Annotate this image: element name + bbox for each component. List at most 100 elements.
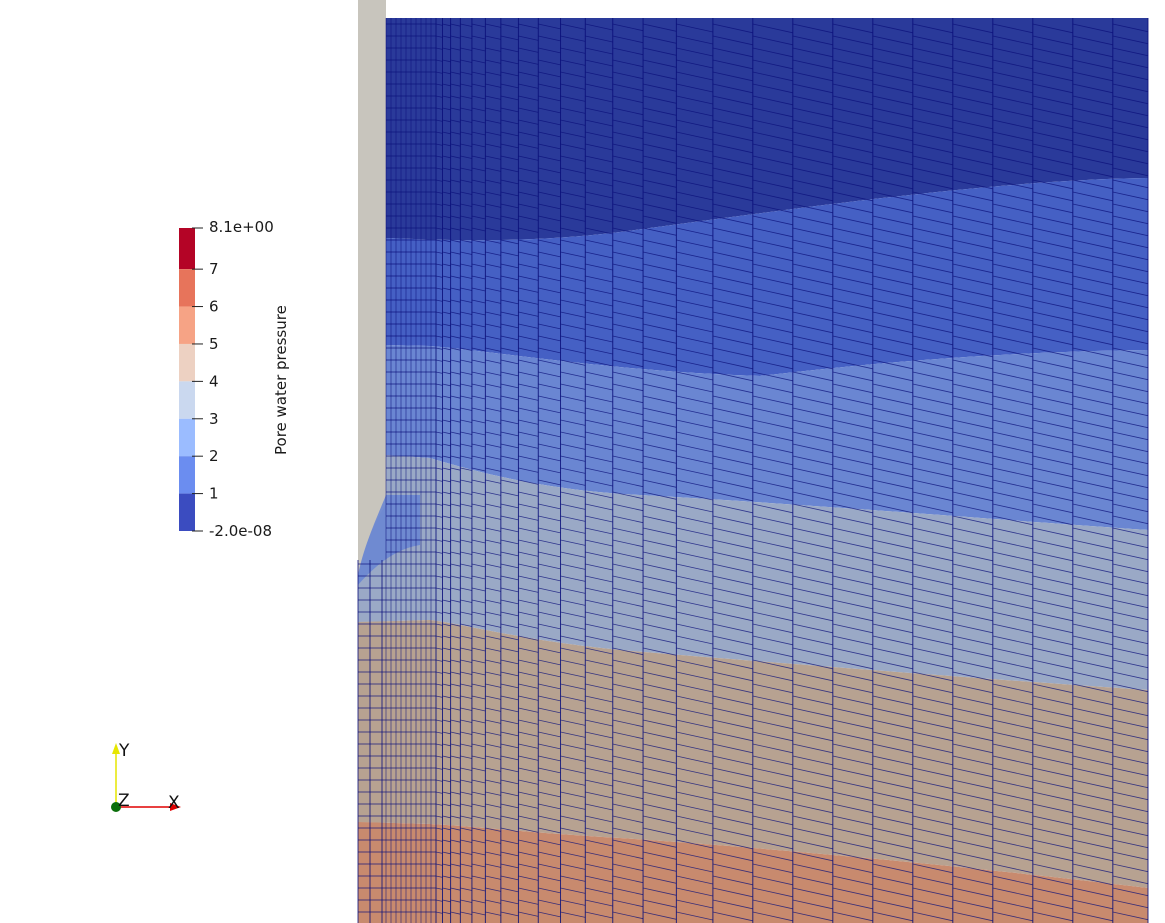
- mesh-line: [435, 503, 1149, 514]
- legend-tick-label: 5: [209, 335, 219, 353]
- mesh-line: [435, 95, 1149, 106]
- mesh-line: [435, 779, 1149, 790]
- mesh-line: [435, 155, 1149, 166]
- mesh-line: [435, 479, 1149, 490]
- mesh-line: [435, 911, 1149, 922]
- legend-tick-label: 7: [209, 260, 219, 278]
- mesh-line: [435, 695, 1149, 706]
- mesh-line: [435, 119, 1149, 130]
- mesh-line: [435, 743, 1149, 754]
- orientation-axes: Y X Z: [111, 741, 181, 813]
- mesh-line: [435, 527, 1149, 538]
- mesh-line: [435, 299, 1149, 310]
- mesh-line: [435, 659, 1149, 670]
- z-axis-dot: [111, 802, 121, 812]
- mesh-line: [435, 599, 1149, 610]
- mesh-line: [435, 431, 1149, 442]
- legend-tick-label: 4: [209, 372, 219, 390]
- mesh-line: [435, 611, 1149, 622]
- mesh-line: [435, 359, 1149, 370]
- mesh-line: [435, 551, 1149, 562]
- y-axis-label: Y: [118, 741, 130, 761]
- mesh-line: [435, 167, 1149, 178]
- legend-min-label: -2.0e-08: [209, 522, 272, 540]
- legend-band: [179, 228, 195, 270]
- legend-tick-label: 6: [209, 298, 219, 316]
- mesh-line: [435, 899, 1149, 910]
- mesh-line: [435, 59, 1149, 70]
- mesh-line: [435, 803, 1149, 814]
- mesh-line: [435, 755, 1149, 766]
- legend-title: Pore water pressure: [272, 305, 290, 455]
- mesh-line: [435, 851, 1149, 862]
- mesh-line: [435, 335, 1149, 346]
- mesh-line: [435, 107, 1149, 118]
- mesh-line: [435, 263, 1149, 274]
- legend-band: [179, 269, 195, 307]
- mesh-line: [435, 203, 1149, 214]
- color-legend: 7 6 5 4 3 2 1 8.1e+00 -2.0e-08 Pore water pres…: [179, 218, 290, 540]
- mesh-line: [435, 563, 1149, 574]
- mesh-line: [435, 83, 1149, 94]
- legend-tick-label: 2: [209, 447, 219, 465]
- mesh-line: [435, 575, 1149, 586]
- mesh-line: [435, 371, 1149, 382]
- mesh-line: [435, 239, 1149, 250]
- legend-band: [179, 343, 195, 382]
- mesh-line: [435, 191, 1149, 202]
- legend-color-bands: [179, 228, 195, 531]
- mesh-line: [435, 887, 1149, 898]
- mesh-line: [435, 47, 1149, 58]
- mesh-line: [435, 635, 1149, 646]
- mesh-line: [435, 35, 1149, 46]
- legend-tick-label: 1: [209, 485, 219, 503]
- mesh-line: [435, 443, 1149, 454]
- mesh-line: [435, 287, 1149, 298]
- mesh-line: [435, 491, 1149, 502]
- mesh-line: [435, 71, 1149, 82]
- mesh-line: [435, 683, 1149, 694]
- legend-band: [179, 493, 195, 531]
- mesh-line: [435, 407, 1149, 418]
- mesh-line: [435, 875, 1149, 886]
- legend-max-label: 8.1e+00: [209, 218, 274, 236]
- mesh-line: [435, 347, 1149, 358]
- mesh-line: [435, 767, 1149, 778]
- mesh-line: [435, 623, 1149, 634]
- mesh-line: [435, 251, 1149, 262]
- mesh-line: [435, 311, 1149, 322]
- legend-tick-label: 3: [209, 410, 219, 428]
- mesh-line: [435, 215, 1149, 226]
- mesh-line: [435, 467, 1149, 478]
- legend-band: [179, 306, 195, 344]
- mesh-line: [435, 419, 1149, 430]
- legend-band: [179, 456, 195, 494]
- mesh-line: [435, 815, 1149, 826]
- legend-ticks: 7 6 5 4 3 2 1: [192, 227, 219, 532]
- x-axis-arrow: [170, 803, 181, 811]
- mesh-line: [435, 647, 1149, 658]
- z-axis-label: Z: [118, 791, 130, 811]
- legend-band: [179, 381, 195, 419]
- band-0-1: [386, 18, 1148, 241]
- mesh-line: [435, 827, 1149, 838]
- band-1-2: [386, 178, 1148, 376]
- mesh-line: [435, 131, 1149, 142]
- mesh-line: [435, 323, 1149, 334]
- mesh-line: [435, 707, 1149, 718]
- mesh-line: [435, 671, 1149, 682]
- mesh-line: [435, 179, 1149, 190]
- mesh-line: [435, 863, 1149, 874]
- mesh-line: [435, 227, 1149, 238]
- mesh-line: [435, 383, 1149, 394]
- mesh-line: [435, 143, 1149, 154]
- mesh-line: [435, 839, 1149, 850]
- legend-band: [179, 418, 195, 457]
- mesh-grid: [357, 18, 1149, 923]
- mesh-line: [435, 719, 1149, 730]
- mesh-line: [435, 455, 1149, 466]
- mesh-line: [435, 395, 1149, 406]
- mesh-line: [435, 731, 1149, 742]
